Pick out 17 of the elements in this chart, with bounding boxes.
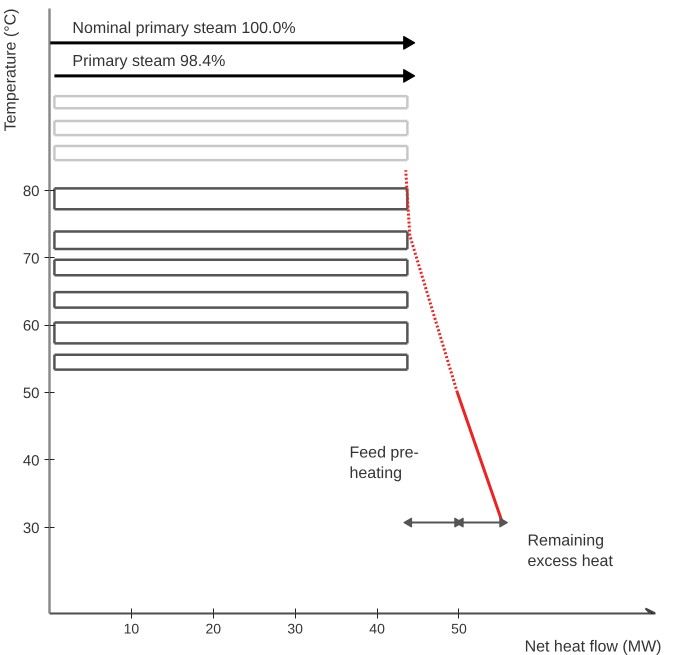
x-tick-label: 30 — [287, 620, 304, 636]
y-tick-label: 40 — [22, 452, 40, 470]
annotation: Remaining excess heat — [528, 532, 614, 570]
x-tick-label: 40 — [369, 620, 386, 636]
y-tick-label: 70 — [22, 250, 40, 268]
y-axis-title: Temperature (°C) — [2, 8, 20, 132]
x-tick-label: 50 — [451, 620, 467, 636]
y-tick-label: 30 — [22, 520, 40, 537]
x-tick-label: 20 — [206, 620, 222, 636]
annotation: Primary steam 98.4% — [72, 52, 226, 70]
x-tick-label: 10 — [124, 620, 140, 636]
y-tick-label: 50 — [22, 385, 40, 402]
annotation: Feed pre- heating — [350, 444, 419, 482]
y-tick-label: 80 — [22, 182, 40, 200]
annotation: Nominal primary steam 100.0% — [72, 20, 296, 37]
x-axis-title: Net heat flow (MW) — [524, 638, 662, 655]
y-tick-label: 60 — [22, 318, 40, 335]
